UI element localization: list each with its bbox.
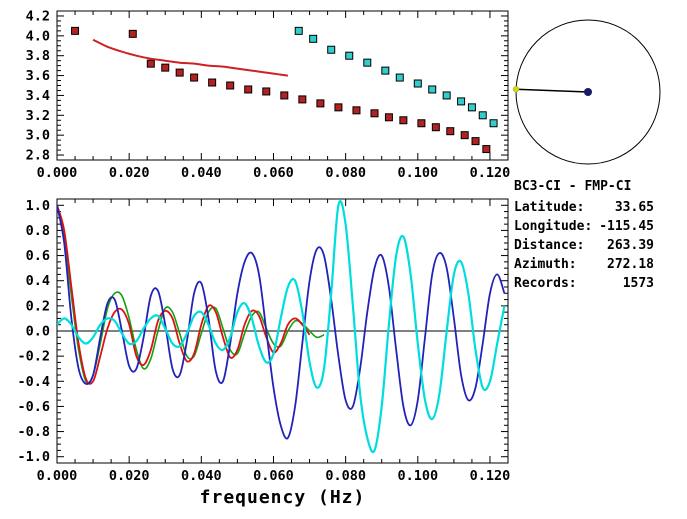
tick-marks	[56, 11, 508, 160]
station-pair-title: BC3-CI - FMP-CI	[514, 179, 632, 194]
svg-text:0.100: 0.100	[397, 165, 438, 181]
svg-text:0.060: 0.060	[253, 468, 294, 484]
svg-text:0.000: 0.000	[37, 165, 78, 181]
svg-text:3.4: 3.4	[26, 88, 50, 104]
svg-text:-0.8: -0.8	[17, 424, 50, 440]
svg-text:-0.6: -0.6	[17, 399, 50, 415]
longitude-value: -115.45	[599, 219, 654, 234]
svg-text:0.080: 0.080	[325, 468, 366, 484]
svg-text:3.2: 3.2	[26, 108, 50, 124]
tick-labels: 0.000 0.020 0.040 0.060 0.080 0.100 0.120 2.8 3.…	[26, 8, 511, 181]
svg-text:0.100: 0.100	[397, 468, 438, 484]
info-row-records: Records: 1573	[514, 274, 654, 293]
svg-text:0.0: 0.0	[26, 324, 50, 340]
svg-text:0.040: 0.040	[181, 165, 222, 181]
distance-value: 263.39	[607, 238, 654, 253]
svg-text:0.060: 0.060	[253, 165, 294, 181]
svg-text:-0.2: -0.2	[17, 349, 50, 365]
svg-text:0.2: 0.2	[26, 298, 50, 314]
azimuth-circle-plot	[512, 19, 661, 165]
latitude-label: Latitude:	[514, 200, 585, 215]
svg-text:3.0: 3.0	[26, 128, 50, 144]
records-value: 1573	[622, 276, 654, 291]
svg-text:2.8: 2.8	[26, 148, 50, 164]
spectra-plot: 0.000 0.020 0.040 0.060 0.080 0.100 0.120 -1.0 -…	[17, 198, 510, 484]
info-row-azimuth: Azimuth: 272.18	[514, 255, 654, 274]
svg-text:0.020: 0.020	[109, 468, 150, 484]
svg-text:1.0: 1.0	[26, 198, 50, 214]
info-row-distance: Distance: 263.39	[514, 236, 654, 255]
latitude-value: 33.65	[614, 200, 654, 215]
station-info-panel: BC3-CI - FMP-CI Latitude: 33.65 Longitud…	[514, 177, 654, 293]
distance-label: Distance:	[514, 238, 585, 253]
tick-marks	[56, 199, 508, 463]
waveform-blue	[57, 205, 506, 440]
tick-labels: 0.000 0.020 0.040 0.060 0.080 0.100 0.120 -1.0 -…	[17, 198, 510, 484]
x-axis-label: frequency (Hz)	[199, 487, 366, 508]
dispersion-red-line	[92, 38, 289, 77]
dispersion-plot: 0.000 0.020 0.040 0.060 0.080 0.100 0.120 2.8 3.…	[26, 8, 511, 181]
svg-text:0.000: 0.000	[37, 468, 78, 484]
plot-frame	[56, 10, 509, 161]
svg-text:0.6: 0.6	[26, 248, 50, 264]
svg-text:4.0: 4.0	[26, 28, 50, 44]
svg-text:0.020: 0.020	[109, 165, 150, 181]
waveform-cyan	[57, 199, 506, 454]
longitude-label: Longitude:	[514, 219, 593, 234]
dispersion-red-markers	[71, 26, 491, 154]
svg-text:3.6: 3.6	[26, 68, 50, 84]
svg-text:0.120: 0.120	[470, 165, 511, 181]
event-dot	[512, 86, 520, 93]
records-label: Records:	[514, 276, 577, 291]
svg-text:0.040: 0.040	[181, 468, 222, 484]
azimuth-label: Azimuth:	[514, 257, 577, 272]
info-row-longitude: Longitude: -115.45	[514, 217, 654, 236]
svg-text:-1.0: -1.0	[17, 449, 50, 465]
svg-text:0.120: 0.120	[470, 468, 511, 484]
dispersion-cyan-markers	[294, 26, 498, 128]
station-dot	[584, 88, 592, 96]
info-row-latitude: Latitude: 33.65	[514, 198, 654, 217]
svg-text:0.8: 0.8	[26, 223, 50, 239]
svg-text:4.2: 4.2	[26, 8, 50, 24]
svg-text:0.080: 0.080	[325, 165, 366, 181]
azimuth-value: 272.18	[607, 257, 654, 272]
svg-text:3.8: 3.8	[26, 48, 50, 64]
azimuth-line	[516, 88, 589, 93]
svg-text:0.4: 0.4	[26, 273, 50, 289]
svg-text:-0.4: -0.4	[17, 374, 50, 390]
